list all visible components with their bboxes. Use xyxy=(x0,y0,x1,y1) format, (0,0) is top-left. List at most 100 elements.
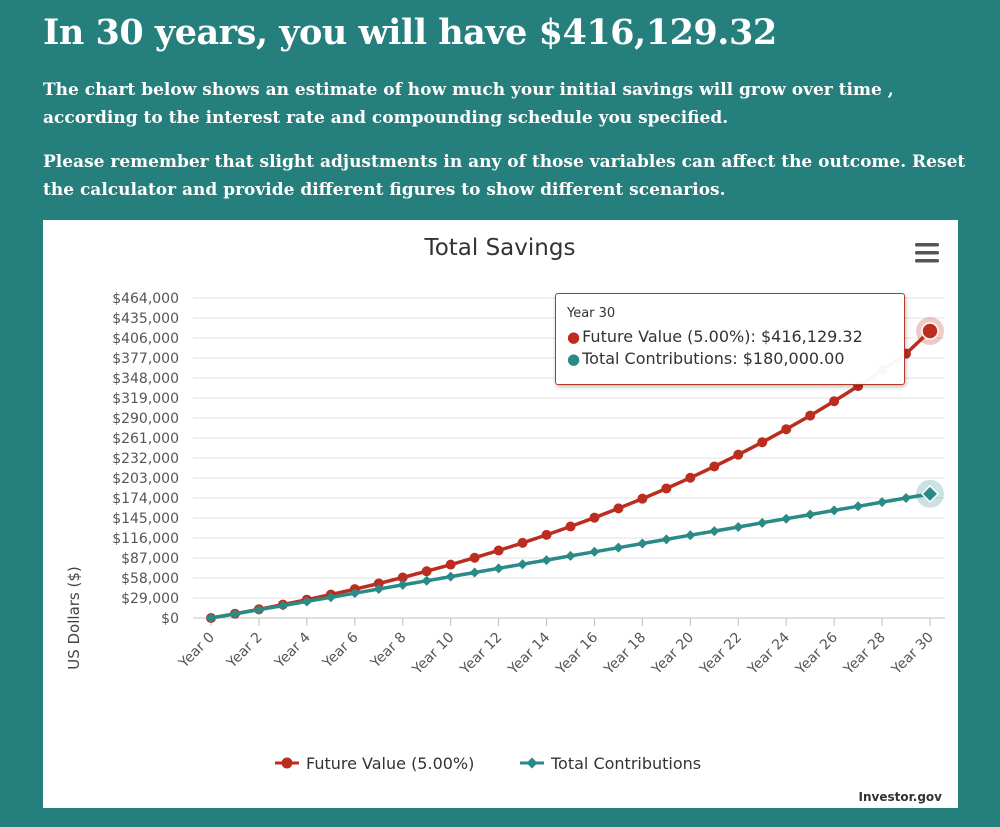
data-point[interactable] xyxy=(877,497,888,508)
y-tick-label: $87,000 xyxy=(121,551,179,567)
x-tick-label: Year 10 xyxy=(409,630,458,679)
data-point[interactable] xyxy=(517,559,528,570)
data-point[interactable] xyxy=(397,572,408,583)
data-point[interactable] xyxy=(373,578,384,589)
x-tick-label: Year 22 xyxy=(696,630,745,679)
data-point[interactable] xyxy=(781,424,792,435)
data-point[interactable] xyxy=(565,550,576,561)
x-tick-label: Year 0 xyxy=(175,630,217,672)
data-point[interactable] xyxy=(709,461,720,472)
chart-card: Total Savings $0 $29,000 $58,000 $87,000 $11… xyxy=(43,220,958,808)
data-point[interactable] xyxy=(421,575,432,586)
tooltip-future-value: $416,129.32 xyxy=(760,327,863,346)
legend-item-future-value[interactable]: Future Value (5.00%) xyxy=(275,754,474,773)
data-point[interactable] xyxy=(805,410,816,421)
y-tick-label: $406,000 xyxy=(112,331,179,347)
y-tick-label: $435,000 xyxy=(112,311,179,327)
data-point[interactable] xyxy=(685,472,696,483)
data-point[interactable] xyxy=(920,484,940,503)
data-point[interactable] xyxy=(541,529,552,540)
data-point[interactable] xyxy=(733,521,744,532)
y-tick-label: $0 xyxy=(161,611,179,627)
data-point[interactable] xyxy=(829,505,840,516)
x-tick-label: Year 14 xyxy=(505,629,554,678)
x-tick-label: Year 12 xyxy=(457,630,506,679)
data-point[interactable] xyxy=(445,571,456,582)
y-tick-label: $464,000 xyxy=(112,291,179,307)
x-tick-label: Year 16 xyxy=(553,629,602,678)
x-tick-label: Year 6 xyxy=(319,629,361,671)
y-tick-label: $29,000 xyxy=(121,591,179,607)
y-tick-label: $145,000 xyxy=(112,511,179,527)
data-point[interactable] xyxy=(661,483,672,494)
data-point[interactable] xyxy=(589,546,600,557)
x-tick-label: Year 30 xyxy=(888,630,937,679)
data-point[interactable] xyxy=(661,534,672,545)
data-point[interactable] xyxy=(445,559,456,570)
data-point[interactable] xyxy=(829,396,840,407)
tooltip-row-future-value: ● Future Value (5.00%): $416,129.32 xyxy=(567,326,893,348)
x-tick-label: Year 4 xyxy=(271,629,313,671)
data-point[interactable] xyxy=(589,512,600,523)
y-tick-label: $348,000 xyxy=(112,371,179,387)
page-headline: In 30 years, you will have $416,129.32 xyxy=(43,12,777,53)
tooltip-row-contributions: ● Total Contributions: $180,000.00 xyxy=(567,348,893,370)
y-tick-label: $116,000 xyxy=(112,531,179,547)
data-point[interactable] xyxy=(613,542,624,553)
y-tick-label: $377,000 xyxy=(112,351,179,367)
data-point[interactable] xyxy=(517,537,528,548)
legend-label: Future Value (5.00%) xyxy=(306,754,474,773)
x-tick-label: Year 2 xyxy=(223,630,265,672)
data-point[interactable] xyxy=(253,604,264,615)
data-point[interactable] xyxy=(613,503,624,514)
description-paragraph: The chart below shows an estimate of how… xyxy=(43,80,894,128)
tooltip-header: Year 30 xyxy=(567,306,616,321)
data-point[interactable] xyxy=(757,437,768,448)
x-tick-label: Year 28 xyxy=(840,630,889,679)
data-point[interactable] xyxy=(277,600,288,611)
data-point[interactable] xyxy=(469,552,480,563)
data-point[interactable] xyxy=(921,322,939,340)
data-point[interactable] xyxy=(493,545,504,556)
data-point[interactable] xyxy=(301,596,312,607)
data-point[interactable] xyxy=(206,613,216,623)
y-tick-label: $319,000 xyxy=(112,391,179,407)
tooltip-contrib-label: Total Contributions: xyxy=(582,349,743,368)
hamburger-menu-icon[interactable] xyxy=(914,243,940,265)
y-axis-label: US Dollars ($) xyxy=(65,566,83,670)
data-point[interactable] xyxy=(709,526,720,537)
data-point[interactable] xyxy=(757,517,768,528)
data-point[interactable] xyxy=(229,608,240,619)
series-total-contributions xyxy=(206,479,944,623)
x-tick-label: Year 26 xyxy=(792,629,841,678)
data-point[interactable] xyxy=(901,493,912,503)
data-point[interactable] xyxy=(421,566,432,577)
data-point[interactable] xyxy=(493,563,504,574)
x-tick-label: Year 8 xyxy=(367,630,409,672)
data-point[interactable] xyxy=(805,509,816,520)
data-point[interactable] xyxy=(565,521,576,532)
x-tick-label: Year 18 xyxy=(601,630,650,679)
data-point[interactable] xyxy=(781,513,792,524)
data-point[interactable] xyxy=(373,584,384,595)
data-point[interactable] xyxy=(685,530,696,541)
data-point[interactable] xyxy=(637,493,648,504)
data-point[interactable] xyxy=(325,592,336,603)
legend-circle-icon xyxy=(281,757,293,769)
legend-item-total-contributions[interactable]: Total Contributions xyxy=(520,754,701,773)
data-point[interactable] xyxy=(853,501,864,512)
x-tick-label: Year 20 xyxy=(648,630,697,679)
y-tick-label: $232,000 xyxy=(112,451,179,467)
data-point[interactable] xyxy=(637,538,648,549)
data-point[interactable] xyxy=(469,567,480,578)
data-point[interactable] xyxy=(397,579,408,590)
chart-title: Total Savings xyxy=(424,235,576,261)
data-point[interactable] xyxy=(349,588,360,599)
y-tick-label: $58,000 xyxy=(121,571,179,587)
circle-marker-icon: ● xyxy=(567,328,581,346)
data-point[interactable] xyxy=(541,555,552,566)
data-point[interactable] xyxy=(733,449,744,460)
x-tick-label: Year 24 xyxy=(744,629,793,678)
legend-label: Total Contributions xyxy=(550,754,701,773)
y-tick-label: $290,000 xyxy=(112,411,179,427)
